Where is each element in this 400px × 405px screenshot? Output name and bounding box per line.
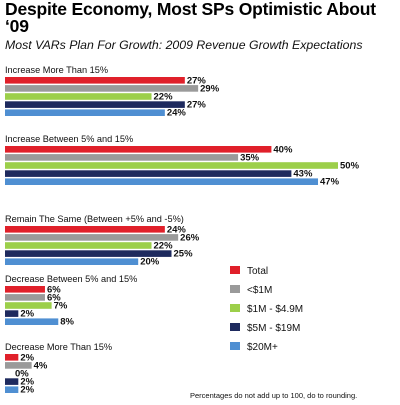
bar [5,242,152,249]
bar [5,302,52,309]
data-label: 4% [34,360,48,371]
chart-title: Despite Economy, Most SPs Optimistic Abo… [5,0,376,36]
bar [5,93,152,100]
data-label: 2% [20,352,34,363]
legend-swatch [230,266,240,274]
bar [5,77,185,84]
bar [5,162,338,169]
data-label: 29% [200,83,220,94]
data-label: 50% [340,161,360,172]
legend-label: $1M - $4.9M [247,304,303,315]
data-label: 43% [293,169,313,180]
group-label: Remain The Same (Between +5% and -5%) [5,214,184,224]
data-label: 0% [15,369,29,380]
bar [5,250,172,257]
legend-label: $5M - $19M [247,323,300,334]
data-label: 25% [174,249,194,260]
bar [5,226,165,233]
data-label: 40% [273,144,293,155]
data-label: 6% [47,292,61,303]
data-label: 8% [60,317,74,328]
data-label: 7% [54,301,68,312]
footnote: Percentages do not add up to 100, do to … [190,391,358,400]
bar [5,258,139,265]
group-label: Decrease Between 5% and 15% [5,274,137,284]
bar [5,362,32,369]
legend-swatch [230,304,240,312]
data-label: 2% [20,385,34,396]
data-label: 6% [47,284,61,295]
data-label: 27% [187,75,207,86]
bar [5,109,165,116]
data-label: 2% [20,377,34,388]
bar [5,354,19,361]
bar [5,378,19,385]
legend-label: $20M+ [247,342,278,353]
bar [5,170,292,177]
chart-subtitle: Most VARs Plan For Growth: 2009 Revenue … [5,38,363,52]
bar [5,154,239,161]
data-label: 2% [20,309,34,320]
data-label: 22% [154,241,174,252]
bar [5,286,45,293]
bar [5,178,319,185]
legend-label: Total [247,266,268,277]
legend-swatch [230,285,240,293]
group-label: Increase More Than 15% [5,65,108,75]
bar [5,318,59,325]
legend-label: <$1M [247,285,272,296]
bar [5,85,199,92]
bar [5,146,272,153]
bar [5,101,185,108]
data-label: 20% [140,257,160,268]
data-label: 35% [240,152,260,163]
bar [5,310,19,317]
bar [5,234,179,241]
legend-swatch [230,323,240,331]
data-label: 22% [154,92,174,103]
bar [5,386,19,393]
group-label: Increase Between 5% and 15% [5,134,133,144]
data-label: 27% [187,100,207,111]
data-label: 26% [180,232,200,243]
group-label: Decrease More Than 15% [5,342,112,352]
data-label: 24% [167,108,187,119]
legend-swatch [230,342,240,350]
data-label: 24% [167,224,187,235]
data-label: 47% [320,177,340,188]
bar [5,294,45,301]
